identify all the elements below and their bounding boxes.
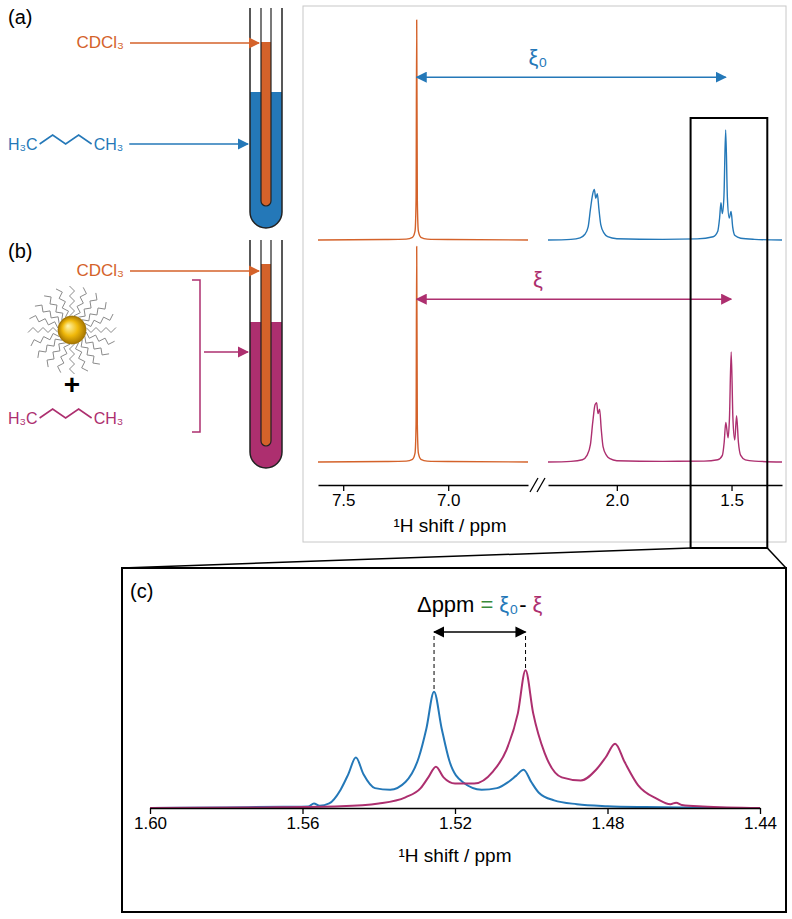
formula-label: H₃C xyxy=(8,410,38,427)
zoom-connector xyxy=(122,548,691,568)
insert-wall xyxy=(261,240,271,446)
ligand xyxy=(85,336,109,355)
panel-label: (a) xyxy=(8,6,32,28)
ligand xyxy=(75,343,87,372)
axis-break xyxy=(530,478,538,492)
arrow xyxy=(129,143,248,145)
insert-liquid xyxy=(261,264,271,446)
nanoparticle xyxy=(58,316,86,344)
panel-label: (b) xyxy=(8,240,32,262)
tick-label: 2.0 xyxy=(606,491,630,510)
bracket xyxy=(192,280,200,432)
tick-label: 1.5 xyxy=(720,491,744,510)
x-axis: 2.0 1.5 xyxy=(549,485,783,510)
ligand xyxy=(78,293,97,317)
plot-area xyxy=(318,246,528,462)
ligand xyxy=(81,340,100,364)
plot-area xyxy=(318,20,528,240)
tick-label: 1.60 xyxy=(134,814,167,833)
plot-area xyxy=(150,692,760,808)
arrow xyxy=(417,298,731,300)
formula-label: CH₃ xyxy=(94,410,124,427)
ligand xyxy=(70,286,75,316)
tick-label: 1.48 xyxy=(591,814,624,833)
axis-line xyxy=(549,485,783,486)
delta-label-part: Δppm xyxy=(417,592,475,617)
shift-label: ξ₀ xyxy=(529,45,548,70)
spectra-frame xyxy=(303,6,786,542)
spectrum-line xyxy=(548,130,782,240)
tick: 2.0 xyxy=(606,485,630,510)
tick: 1.48 xyxy=(591,808,624,833)
peak-guide xyxy=(525,636,526,668)
plot-area xyxy=(548,352,782,462)
arrow xyxy=(204,351,248,353)
arrow xyxy=(434,631,526,633)
tick-label: 1.56 xyxy=(286,814,319,833)
tick: 1.5 xyxy=(720,485,744,510)
spectrum-line xyxy=(318,20,528,240)
zoom-box xyxy=(691,118,768,548)
insert-liquid xyxy=(261,42,271,206)
ligand xyxy=(35,305,59,324)
ligand xyxy=(44,296,63,320)
axis-title: ¹H shift / ppm xyxy=(399,845,512,866)
zoom-frame xyxy=(122,568,786,912)
delta-label-part: = xyxy=(480,592,493,617)
carbon-chain xyxy=(40,409,92,418)
formula-label: CH₃ xyxy=(94,136,124,153)
tick-label: 1.44 xyxy=(744,814,777,833)
ligand xyxy=(47,343,66,367)
x-axis: 1.60 1.56 1.52 1.48 1.44 xyxy=(134,808,777,833)
spectrum-line xyxy=(150,670,760,808)
arrow xyxy=(130,270,259,272)
spectrum-line xyxy=(150,692,760,808)
axis-break xyxy=(537,478,545,492)
ligand xyxy=(86,328,116,333)
tube-wall xyxy=(250,8,282,228)
ligand xyxy=(85,314,114,326)
zoom-connector xyxy=(767,548,786,568)
plus-sign: + xyxy=(64,369,80,400)
tick: 7.5 xyxy=(332,485,356,510)
delta-label-part: ξ xyxy=(533,592,543,617)
ligand xyxy=(38,339,62,358)
formula-label: H₃C xyxy=(8,136,38,153)
axis-title: ¹H shift / ppm xyxy=(394,515,507,536)
tick: 1.56 xyxy=(286,808,319,833)
carbon-chain xyxy=(40,135,92,144)
insert-wall xyxy=(261,8,271,206)
root: (a) 7.5 7.0 2.0 1.5 ¹H shift / ppm (b) 1.60 1.56… xyxy=(8,6,786,912)
tick-label: 7.5 xyxy=(332,491,356,510)
tick: 1.52 xyxy=(439,808,472,833)
ligand xyxy=(31,333,60,345)
spectrum-line xyxy=(318,246,528,462)
arrow xyxy=(417,76,726,78)
delta-label: Δppm=ξ₀-ξ xyxy=(417,592,543,617)
tick-label: 1.52 xyxy=(439,814,472,833)
arrow xyxy=(130,42,259,44)
delta-label-part: - xyxy=(519,592,526,617)
spectrum-line xyxy=(548,352,782,462)
panel-label: (c) xyxy=(130,580,153,602)
delta-label-part: ξ₀ xyxy=(499,592,518,617)
peak-guide xyxy=(434,636,435,690)
tick: 7.0 xyxy=(437,485,461,510)
x-axis: 7.5 7.0 xyxy=(319,485,529,510)
ligand xyxy=(56,289,68,318)
plot-area xyxy=(548,130,782,240)
solvent-label: CDCl₃ xyxy=(76,261,124,280)
tick-label: 7.0 xyxy=(437,491,461,510)
ligand xyxy=(82,302,106,321)
ligand xyxy=(28,328,58,333)
solvent-label: CDCl₃ xyxy=(76,33,124,52)
tick: 1.60 xyxy=(134,808,167,833)
tube-wall xyxy=(250,240,282,468)
axis-line xyxy=(319,485,529,486)
plot-area xyxy=(150,670,760,808)
tick: 1.44 xyxy=(744,808,777,833)
figure: (a) 7.5 7.0 2.0 1.5 ¹H shift / ppm (b) 1.60 1.56… xyxy=(0,0,792,919)
shift-label: ξ xyxy=(533,267,543,292)
